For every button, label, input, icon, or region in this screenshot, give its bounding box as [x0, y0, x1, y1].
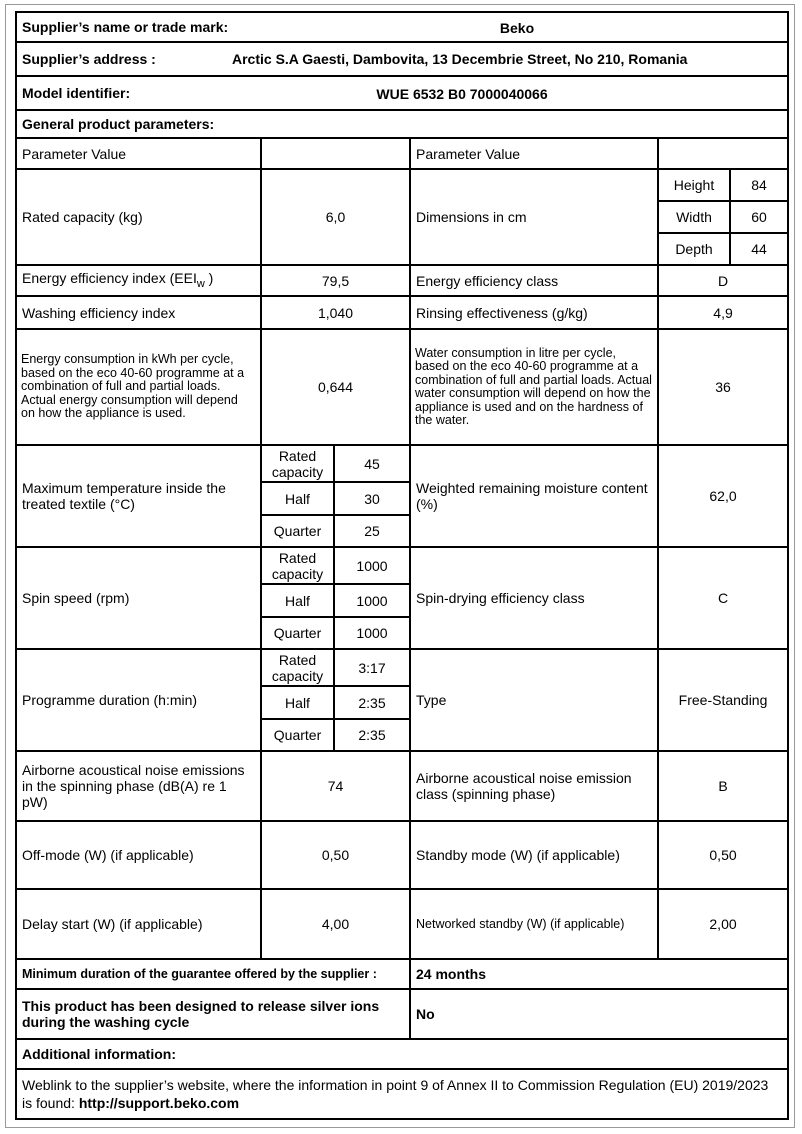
- empty-cell: [656, 137, 790, 170]
- spin-quarter-label: Quarter: [260, 616, 335, 650]
- column-header-right: Parameter Value: [409, 137, 659, 170]
- noise-label: Airborne acoustical noise emissions in t…: [15, 750, 262, 822]
- page-frame: [5, 4, 795, 1128]
- washing-value: 1,040: [260, 295, 411, 330]
- general-parameters-heading: General product parameters:: [14, 109, 790, 139]
- max-temp-quarter-value: 25: [333, 514, 411, 548]
- silver-value: No: [408, 988, 790, 1040]
- standby-value: 0,50: [656, 820, 790, 890]
- max-temp-half-value: 30: [333, 481, 411, 516]
- spin-class-label: Spin-drying efficiency class: [409, 546, 659, 650]
- supplier-address-value: Arctic S.A Gaesti, Dambovita, 13 Decembr…: [232, 51, 688, 67]
- noise-class-label: Airborne acoustical noise emission class…: [409, 750, 659, 822]
- weblink-text: Weblink to the supplier’s website, where…: [22, 1077, 769, 1111]
- max-temp-quarter-label: Quarter: [260, 514, 335, 548]
- duration-quarter-label: Quarter: [260, 718, 335, 752]
- off-mode-label: Off-mode (W) (if applicable): [15, 820, 262, 890]
- eei-value: 79,5: [260, 264, 411, 297]
- max-temp-rated-label: Rated capacity: [260, 444, 335, 483]
- height-label: Height: [657, 168, 731, 202]
- networked-label: Networked standby (W) (if applicable): [409, 888, 659, 960]
- supplier-address-row: Supplier’s address : Arctic S.A Gaesti, D…: [14, 41, 790, 77]
- capacity-label: Rated capacity (kg): [15, 168, 262, 266]
- duration-rated-label: Rated capacity: [260, 648, 335, 687]
- max-temp-label: Maximum temperature inside the treated t…: [15, 444, 262, 548]
- weblink-row: Weblink to the supplier’s website, where…: [14, 1068, 790, 1120]
- spin-half-value: 1000: [333, 583, 411, 618]
- supplier-address-label: Supplier’s address :: [22, 51, 156, 67]
- spin-rated-value: 1000: [333, 546, 411, 585]
- energy-class-label: Energy efficiency class: [409, 264, 659, 297]
- rinsing-label: Rinsing effectiveness (g/kg): [409, 295, 659, 330]
- model-label: Model identifier:: [22, 85, 131, 101]
- eei-label-end: ): [204, 269, 214, 286]
- silver-label: This product has been designed to releas…: [15, 988, 411, 1040]
- supplier-name-label: Supplier’s name or trade mark:: [22, 19, 229, 35]
- product-information-sheet: Supplier’s name or trade mark: Beko Suppl…: [14, 11, 790, 1120]
- supplier-name-row: Supplier’s name or trade mark: Beko: [14, 11, 790, 43]
- capacity-value: 6,0: [260, 168, 411, 266]
- max-temp-half-label: Half: [260, 481, 335, 516]
- guarantee-label: Minimum duration of the guarantee offere…: [15, 958, 411, 990]
- standby-label: Standby mode (W) (if applicable): [409, 820, 659, 890]
- dimensions-label: Dimensions in cm: [409, 168, 659, 266]
- duration-quarter-value: 2:35: [333, 718, 411, 752]
- delay-value: 4,00: [260, 888, 411, 960]
- eei-label-sub: w: [196, 277, 205, 290]
- spin-label: Spin speed (rpm): [15, 546, 262, 650]
- spin-class-value: C: [656, 546, 790, 650]
- depth-value: 44: [728, 232, 790, 266]
- spin-quarter-value: 1000: [333, 616, 411, 650]
- spin-half-label: Half: [260, 583, 335, 618]
- empty-cell: [260, 137, 411, 170]
- water-consumption-value: 36: [656, 328, 790, 446]
- washing-label: Washing efficiency index: [15, 295, 262, 330]
- noise-class-value: B: [656, 750, 790, 822]
- moisture-label: Weighted remaining moisture content (%): [409, 444, 659, 548]
- guarantee-value: 24 months: [408, 958, 790, 990]
- spin-rated-label: Rated capacity: [260, 546, 335, 585]
- off-mode-value: 0,50: [260, 820, 411, 890]
- duration-rated-value: 3:17: [333, 648, 411, 687]
- energy-class-value: D: [656, 264, 790, 297]
- type-value: Free-Standing: [656, 648, 790, 752]
- networked-value: 2,00: [656, 888, 790, 960]
- rinsing-value: 4,9: [656, 295, 790, 330]
- eei-label-text: Energy efficiency index (EEI: [22, 269, 197, 286]
- water-consumption-label: Water consumption in litre per cycle, ba…: [409, 328, 659, 446]
- height-value: 84: [728, 168, 790, 202]
- model-value: WUE 6532 B0 7000040066: [376, 86, 548, 102]
- supplier-name-value: Beko: [499, 20, 535, 36]
- noise-value: 74: [260, 750, 411, 822]
- model-row: Model identifier: WUE 6532 B0 7000040066: [14, 75, 790, 111]
- max-temp-rated-value: 45: [333, 444, 411, 483]
- eei-label: Energy efficiency index (EEIw ): [15, 264, 262, 297]
- width-value: 60: [728, 200, 790, 234]
- additional-info-heading: Additional information:: [14, 1038, 790, 1070]
- moisture-value: 62,0: [656, 444, 790, 548]
- type-label: Type: [409, 648, 659, 752]
- duration-half-label: Half: [260, 685, 335, 720]
- duration-label: Programme duration (h:min): [15, 648, 262, 752]
- column-header-left: Parameter Value: [15, 137, 262, 170]
- duration-half-value: 2:35: [333, 685, 411, 720]
- delay-label: Delay start (W) (if applicable): [15, 888, 262, 960]
- width-label: Width: [657, 200, 731, 234]
- energy-consumption-value: 0,644: [260, 328, 411, 446]
- energy-consumption-label: Energy consumption in kWh per cycle, bas…: [15, 328, 262, 446]
- weblink-url[interactable]: http://support.beko.com: [78, 1095, 240, 1111]
- depth-label: Depth: [657, 232, 731, 266]
